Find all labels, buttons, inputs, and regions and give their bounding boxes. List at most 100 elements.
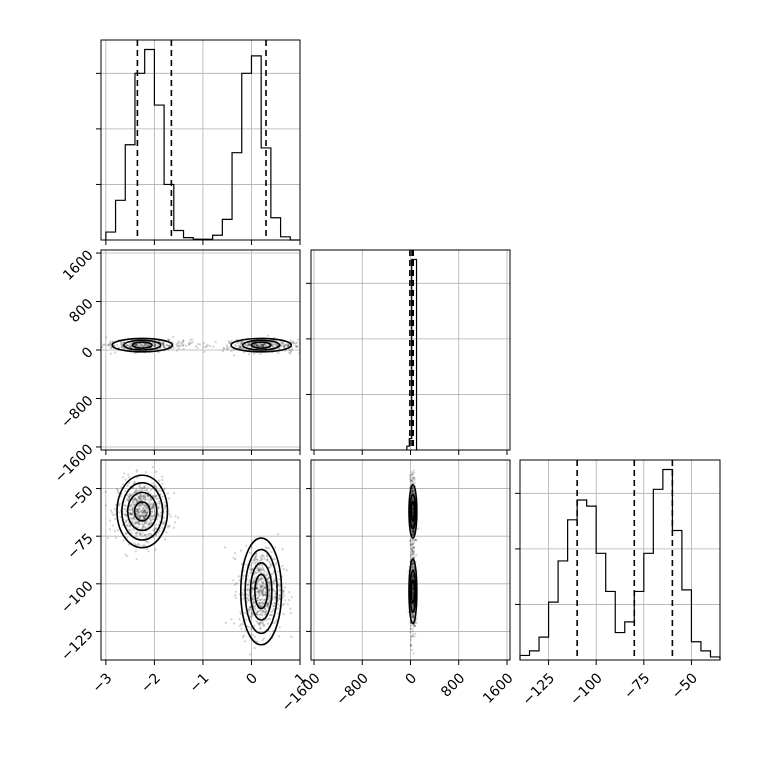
sample-point — [133, 499, 137, 502]
sample-point — [151, 494, 155, 498]
sample-point — [252, 588, 255, 591]
sample-point — [413, 529, 416, 532]
sample-point — [271, 342, 275, 346]
sample-point — [255, 342, 258, 346]
sample-point — [411, 561, 414, 564]
sample-point — [241, 622, 244, 625]
sample-point — [136, 345, 140, 348]
sample-point — [144, 515, 147, 518]
sample-point — [205, 345, 208, 348]
sample-point — [131, 507, 134, 510]
sample-point — [253, 624, 256, 627]
sample-point — [411, 635, 414, 638]
sample-point — [261, 594, 265, 597]
sample-point — [410, 635, 413, 638]
sample-point — [144, 514, 148, 518]
sample-point — [278, 594, 281, 597]
sample-point — [259, 598, 262, 602]
sample-point — [288, 343, 291, 346]
sample-point — [411, 613, 414, 616]
sample-point — [143, 508, 146, 511]
sample-point — [294, 344, 297, 347]
sample-point — [258, 578, 262, 582]
sample-point — [290, 349, 293, 352]
sample-point — [259, 343, 262, 346]
sample-point — [281, 341, 285, 344]
sample-point — [147, 486, 150, 489]
sample-point — [167, 338, 170, 342]
sample-point — [138, 517, 141, 520]
sample-point — [275, 345, 278, 348]
sample-point — [254, 635, 257, 638]
sample-point — [411, 548, 414, 551]
sample-point — [413, 662, 415, 664]
sample-point — [271, 573, 274, 576]
sample-point — [143, 544, 146, 547]
sample-point — [257, 623, 261, 626]
sample-point — [141, 526, 144, 529]
sample-point — [264, 619, 267, 622]
sample-point — [278, 347, 281, 350]
sample-point — [203, 350, 206, 353]
sample-point — [268, 581, 271, 584]
sample-point — [412, 615, 415, 619]
sample-point — [411, 574, 415, 577]
sample-point — [289, 339, 292, 342]
sample-point — [296, 345, 299, 348]
sample-point — [139, 514, 142, 518]
sample-point — [144, 511, 147, 514]
sample-point — [144, 506, 147, 509]
sample-point — [412, 604, 415, 607]
sample-point — [411, 480, 414, 483]
sample-point — [152, 529, 155, 532]
sample-point — [155, 527, 158, 530]
sample-point — [273, 557, 276, 561]
sample-point — [128, 513, 131, 516]
sample-point — [262, 624, 265, 627]
sample-point — [233, 354, 236, 357]
sample-point — [258, 342, 261, 345]
sample-point — [412, 530, 416, 534]
sample-point — [178, 345, 181, 348]
sample-point — [263, 586, 266, 589]
sample-point — [249, 606, 252, 609]
sample-point — [261, 613, 264, 617]
sample-point — [410, 556, 413, 559]
sample-point — [272, 571, 276, 574]
sample-point — [411, 563, 414, 566]
sample-point — [409, 539, 412, 543]
sample-point — [175, 343, 178, 346]
sample-point — [234, 593, 237, 597]
sample-point — [135, 531, 139, 534]
sample-point — [129, 517, 133, 520]
sample-point — [263, 570, 266, 573]
sample-point — [258, 594, 261, 598]
sample-point — [246, 345, 249, 348]
sample-point — [264, 343, 267, 346]
x-tick-label: 0 — [243, 670, 261, 688]
sample-point — [413, 481, 416, 484]
sample-point — [163, 488, 166, 491]
sample-point — [241, 591, 244, 594]
sample-point — [128, 493, 131, 496]
sample-point — [412, 529, 416, 532]
sample-point — [282, 567, 285, 571]
sample-point — [412, 614, 415, 617]
sample-point — [129, 342, 132, 345]
histogram-1 — [406, 258, 418, 451]
sample-point — [156, 531, 160, 534]
sample-point — [123, 347, 126, 350]
sample-point — [145, 508, 149, 511]
sample-point — [267, 344, 271, 347]
sample-point — [267, 577, 270, 580]
sample-point — [140, 509, 143, 512]
sample-point — [414, 632, 417, 635]
sample-point — [259, 585, 262, 588]
sample-point — [260, 342, 263, 346]
sample-point — [277, 351, 280, 355]
sample-point — [140, 513, 144, 516]
sample-point — [149, 519, 152, 522]
sample-point — [148, 344, 152, 347]
sample-point — [162, 342, 165, 345]
sample-point — [152, 343, 156, 346]
